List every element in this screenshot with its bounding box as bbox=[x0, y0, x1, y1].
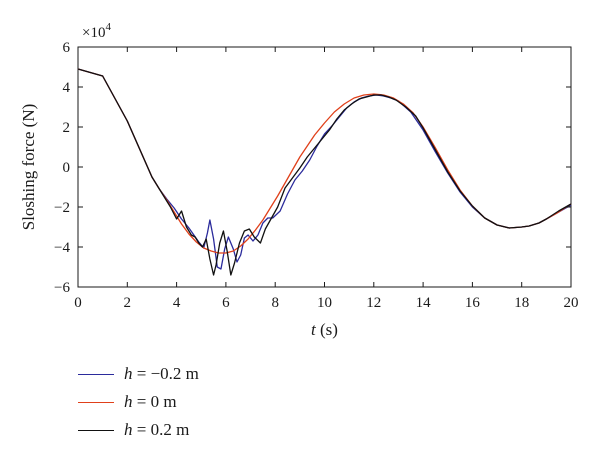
y-tick-label: −4 bbox=[54, 240, 70, 256]
x-tick-label: 8 bbox=[271, 295, 279, 311]
legend-label: h = 0 m bbox=[124, 392, 177, 412]
legend-item-0: h = −0.2 m bbox=[78, 360, 199, 388]
x-axis-label: t (s) bbox=[311, 320, 338, 339]
y-tick-label: 2 bbox=[63, 120, 71, 136]
legend-label: h = 0.2 m bbox=[124, 420, 189, 440]
x-tick-label: 20 bbox=[564, 295, 579, 311]
x-tick-label: 16 bbox=[465, 295, 481, 311]
y-tick-label: −6 bbox=[54, 280, 70, 296]
plot-frame bbox=[77, 46, 572, 288]
x-axis-variable: t bbox=[311, 320, 317, 339]
x-tick-label: 6 bbox=[222, 295, 230, 311]
y-multiplier-exponent: 4 bbox=[105, 21, 111, 33]
series-line-2 bbox=[77, 68, 572, 276]
legend-swatch bbox=[78, 401, 114, 403]
x-axis-unit: (s) bbox=[320, 320, 338, 339]
series-line-0 bbox=[77, 68, 572, 270]
x-tick-label: 14 bbox=[416, 295, 432, 311]
x-tick-label: 0 bbox=[74, 295, 82, 311]
y-axis-label: Sloshing force (N) bbox=[19, 104, 38, 231]
x-tick-label: 12 bbox=[366, 295, 381, 311]
x-tick-label: 4 bbox=[173, 295, 181, 311]
legend-label: h = −0.2 m bbox=[124, 364, 199, 384]
legend-swatch bbox=[78, 373, 114, 375]
y-tick-label: −2 bbox=[54, 200, 70, 216]
legend-variable: h bbox=[124, 364, 133, 383]
series-layer bbox=[77, 68, 572, 276]
legend-swatch bbox=[78, 429, 114, 431]
y-axis-multiplier: ×104 bbox=[82, 21, 111, 41]
legend-variable: h bbox=[124, 392, 133, 411]
y-tick-label: 4 bbox=[63, 80, 71, 96]
legend-value: = 0 m bbox=[132, 392, 177, 411]
legend-value: = 0.2 m bbox=[132, 420, 190, 439]
x-tick-label: 18 bbox=[514, 295, 529, 311]
y-multiplier-base: ×10 bbox=[82, 25, 105, 41]
legend-value: = −0.2 m bbox=[132, 364, 199, 383]
legend-item-1: h = 0 m bbox=[78, 388, 199, 416]
legend-variable: h bbox=[124, 420, 133, 439]
plot-area bbox=[77, 46, 572, 288]
tick-layer: 0 2 4 6 8 10 12 14 16 18 20 −6 −4 −2 0 2 4 6 bbox=[54, 40, 578, 311]
y-tick-label: 6 bbox=[63, 40, 71, 56]
x-tick-label: 10 bbox=[317, 295, 332, 311]
x-tick-label: 2 bbox=[124, 295, 132, 311]
y-tick-label: 0 bbox=[63, 160, 71, 176]
legend-item-2: h = 0.2 m bbox=[78, 416, 199, 444]
